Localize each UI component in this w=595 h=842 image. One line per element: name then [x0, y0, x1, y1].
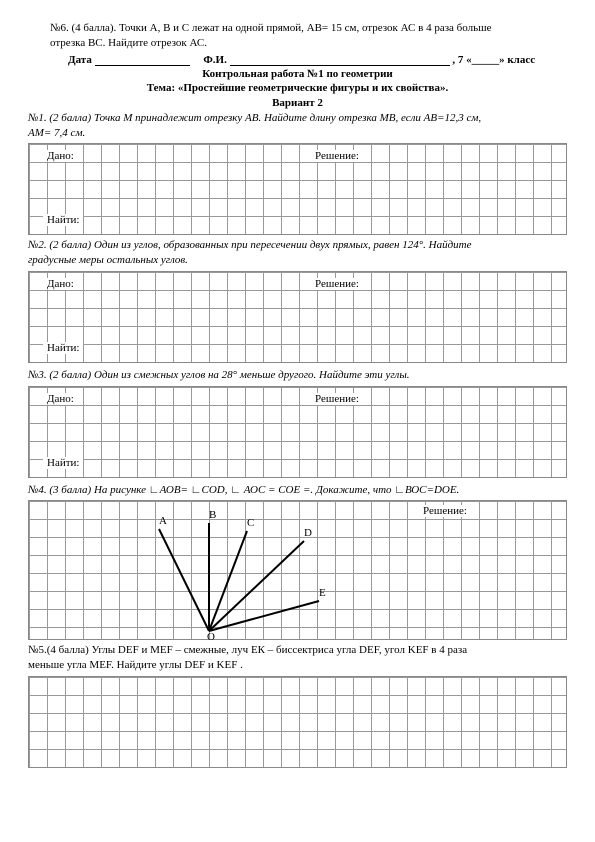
- ray-label-D: D: [300, 527, 316, 539]
- ray-label-E: E: [315, 587, 330, 599]
- angle-diagram: [29, 501, 369, 641]
- solution-label: Решение:: [419, 505, 471, 517]
- problem6-line2: отрезка ВС. Найдите отрезок АС.: [28, 37, 567, 51]
- problem2-line1: №2. (2 балла) Один из углов, образованны…: [28, 239, 567, 253]
- problem5-line2: меньше угла MEF. Найдите углы DEF и KEF …: [28, 659, 567, 673]
- problem5-grid: [28, 676, 567, 768]
- problem6-line1: №6. (4 балла). Точки А, В и С лежат на о…: [28, 22, 567, 36]
- problem3-text: №3. (2 балла) Один из смежных углов на 2…: [28, 369, 567, 383]
- given-label: Дано:: [43, 150, 78, 162]
- title2: Тема: «Простейшие геометрические фигуры …: [28, 82, 567, 96]
- origin-label: O: [203, 631, 219, 643]
- solution-label: Решение:: [311, 278, 363, 290]
- variant: Вариант 2: [28, 97, 567, 111]
- name-label: Ф.И.: [203, 54, 227, 66]
- problem2-grid: Дано: Решение: Найти:: [28, 271, 567, 363]
- date-label: Дата: [68, 54, 92, 66]
- problem1-grid: Дано: Решение: Найти:: [28, 143, 567, 235]
- problem3-grid: Дано: Решение: Найти:: [28, 386, 567, 478]
- solution-label: Решение:: [311, 150, 363, 162]
- problem5-line1: №5.(4 балла) Углы DEF и MEF – смежные, л…: [28, 644, 567, 658]
- solution-label: Решение:: [311, 393, 363, 405]
- find-label: Найти:: [43, 214, 83, 226]
- problem2-line2: градусные меры остальных углов.: [28, 254, 567, 268]
- date-blank[interactable]: [95, 55, 190, 66]
- class-suffix: , 7 «_____» класс: [452, 54, 535, 66]
- problem1-line1: №1. (2 балла) Точка М принадлежит отрезк…: [28, 112, 567, 126]
- given-label: Дано:: [43, 278, 78, 290]
- find-label: Найти:: [43, 457, 83, 469]
- ray-label-A: A: [155, 515, 171, 527]
- title1: Контрольная работа №1 по геометрии: [28, 68, 567, 82]
- name-blank[interactable]: [230, 55, 450, 66]
- problem1-line2: АМ= 7,4 см.: [28, 127, 567, 141]
- ray-label-B: B: [205, 509, 220, 521]
- find-label: Найти:: [43, 342, 83, 354]
- ray-label-C: C: [243, 517, 258, 529]
- given-label: Дано:: [43, 393, 78, 405]
- header-row: Дата Ф.И. , 7 «_____» класс: [28, 54, 567, 66]
- problem4-grid: Решение: A B C D E O: [28, 500, 567, 640]
- problem4-text: №4. (3 балла) На рисунке ∟АОВ= ∟СОD, ∟ А…: [28, 484, 567, 498]
